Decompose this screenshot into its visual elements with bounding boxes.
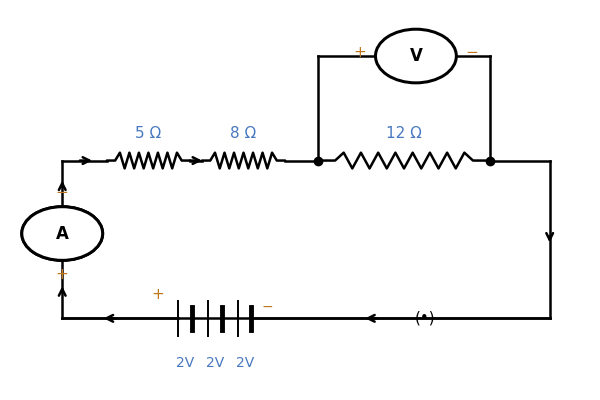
Circle shape — [376, 29, 457, 83]
Text: 5 Ω: 5 Ω — [135, 126, 161, 141]
Text: (•): (•) — [415, 311, 435, 326]
Text: +: + — [56, 268, 68, 282]
Text: 2V: 2V — [176, 356, 194, 370]
Text: −: − — [465, 44, 478, 60]
Text: +: + — [354, 44, 367, 60]
Text: −: − — [56, 185, 68, 200]
Text: A: A — [56, 224, 68, 242]
Text: 2V: 2V — [236, 356, 254, 370]
Text: 8 Ω: 8 Ω — [230, 126, 257, 141]
Ellipse shape — [22, 207, 103, 260]
Circle shape — [22, 207, 103, 260]
Text: +: + — [151, 287, 164, 302]
Text: −: − — [262, 300, 273, 314]
Text: 2V: 2V — [206, 356, 224, 370]
Text: V: V — [409, 47, 422, 65]
Text: 12 Ω: 12 Ω — [386, 126, 422, 141]
